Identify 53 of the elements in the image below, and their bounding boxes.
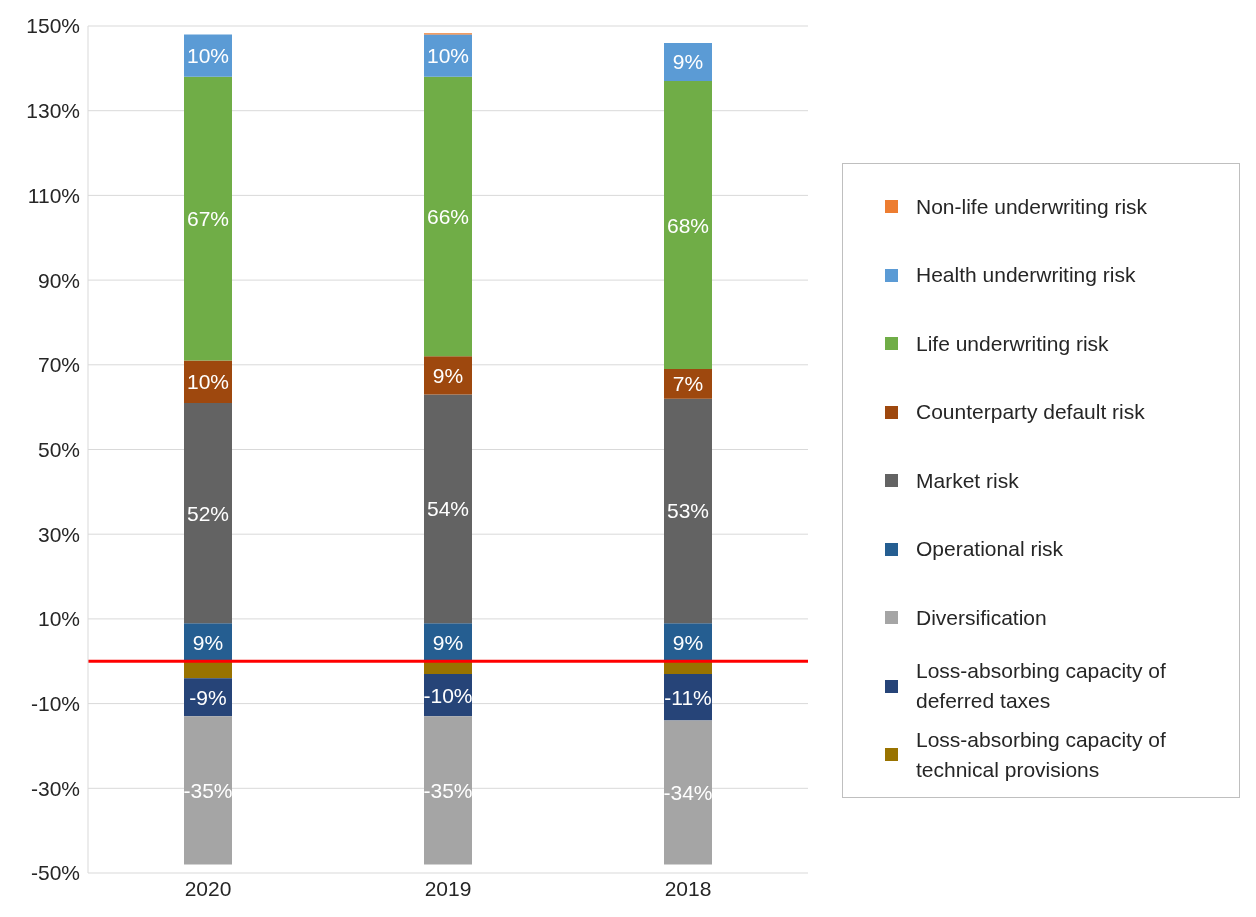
data-label: 10%: [186, 370, 230, 394]
y-tick-label: 130%: [26, 99, 80, 123]
x-tick-label: 2019: [424, 876, 472, 900]
data-label: -9%: [189, 685, 227, 709]
legend-label: Health underwriting risk: [916, 262, 1136, 288]
data-label: -11%: [664, 685, 712, 709]
data-label: 66%: [426, 205, 470, 229]
legend-label: Life underwriting risk: [916, 330, 1109, 357]
y-tick-label: 70%: [37, 353, 80, 377]
data-label: 9%: [432, 630, 464, 654]
legend-label: Loss-absorbing capacity of deferred taxes: [916, 658, 1167, 714]
legend-label: Loss-absorbing capacity of technical provisions: [916, 726, 1167, 783]
data-label: 68%: [666, 213, 710, 237]
y-tick-label: -50%: [30, 861, 80, 885]
data-label: 9%: [192, 630, 224, 654]
y-tick-label: 150%: [26, 14, 80, 38]
data-label: -35%: [423, 778, 473, 802]
bar: [664, 398, 712, 624]
y-tick-label: 30%: [37, 522, 80, 546]
bar: [424, 394, 472, 624]
y-tick-label: 90%: [37, 268, 80, 292]
y-tick-label: 110%: [27, 183, 80, 207]
x-tick-label: 2020: [184, 876, 232, 900]
data-label: -10%: [423, 683, 473, 707]
data-label: 67%: [186, 207, 230, 231]
data-label: 9%: [672, 50, 704, 74]
bar: [664, 720, 712, 865]
legend-label: Market risk: [916, 467, 1019, 494]
data-label: 10%: [186, 44, 230, 68]
y-tick-label: 50%: [37, 437, 80, 461]
legend-label: Diversification: [916, 604, 1047, 631]
y-tick-label: -30%: [30, 776, 80, 800]
data-label: 7%: [672, 372, 704, 396]
data-label: 9%: [432, 363, 464, 387]
legend-label: Operational risk: [916, 536, 1064, 562]
y-tick-label: -10%: [30, 692, 80, 716]
data-label: 53%: [666, 499, 710, 523]
bar: [184, 402, 232, 624]
bar: [664, 81, 712, 370]
data-label: 52%: [186, 501, 230, 525]
bar: [184, 716, 232, 865]
bar: [424, 76, 472, 357]
y-tick-label: 10%: [37, 607, 80, 631]
legend-label: Counterparty default risk: [916, 399, 1145, 425]
x-tick-label: 2018: [664, 876, 712, 900]
data-label: 10%: [426, 44, 470, 68]
data-label: 9%: [672, 630, 704, 654]
bar: [184, 76, 232, 361]
data-label: -34%: [663, 781, 713, 805]
data-label: -35%: [183, 778, 233, 802]
data-label: 54%: [426, 497, 470, 521]
legend-label: Non-life underwriting risk: [916, 193, 1148, 220]
bar: [424, 716, 472, 865]
